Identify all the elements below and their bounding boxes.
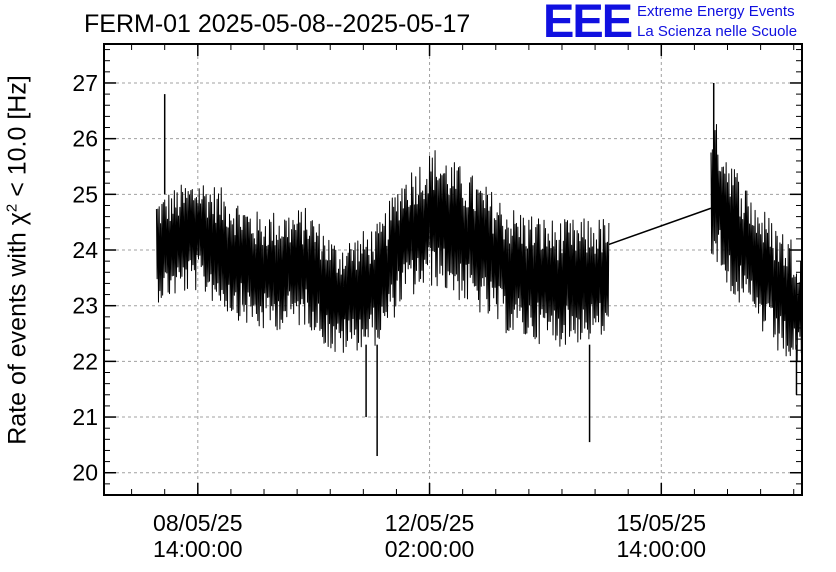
y-axis-label-exponent: 2 — [3, 203, 21, 213]
eee-logo: EEE Extreme Energy Events La Scienza nel… — [543, 0, 836, 47]
x-tick-date-label: 15/05/25 — [617, 510, 707, 536]
y-tick-label: 27 — [72, 70, 98, 96]
logo-line-1: Extreme Energy Events — [637, 3, 795, 20]
y-axis-label-chi: χ — [3, 212, 32, 226]
y-axis-label-suffix: < 10.0 [Hz] — [3, 75, 32, 204]
chart-title: FERM-01 2025-05-08--2025-05-17 — [84, 10, 471, 38]
y-tick-label: 25 — [72, 181, 98, 207]
x-tick-time-label: 14:00:00 — [617, 536, 707, 562]
logo-line-2: La Scienza nelle Scuole — [637, 23, 798, 40]
y-tick-label: 21 — [72, 404, 98, 430]
plot-frame — [103, 43, 803, 496]
data-trace-segment-2 — [710, 124, 803, 363]
y-tick-label: 24 — [72, 237, 98, 263]
data-trace-segment-1 — [155, 150, 610, 353]
axes — [103, 43, 803, 496]
y-tick-label: 23 — [72, 293, 98, 319]
x-tick-time-label: 02:00:00 — [385, 536, 475, 562]
x-tick-date-label: 12/05/25 — [385, 510, 475, 536]
y-tick-label: 22 — [72, 348, 98, 374]
y-tick-label: 26 — [72, 126, 98, 152]
tick-labels: 202122232425262708/05/2514:00:0012/05/25… — [72, 70, 706, 562]
x-tick-date-label: 08/05/25 — [153, 510, 243, 536]
data-gap-connector — [608, 207, 712, 246]
data-series — [155, 82, 803, 457]
logo-mark: EEE — [543, 0, 633, 47]
y-tick-label: 20 — [72, 460, 98, 486]
y-axis-label-prefix: Rate of events with — [3, 225, 32, 445]
x-tick-time-label: 14:00:00 — [153, 536, 243, 562]
